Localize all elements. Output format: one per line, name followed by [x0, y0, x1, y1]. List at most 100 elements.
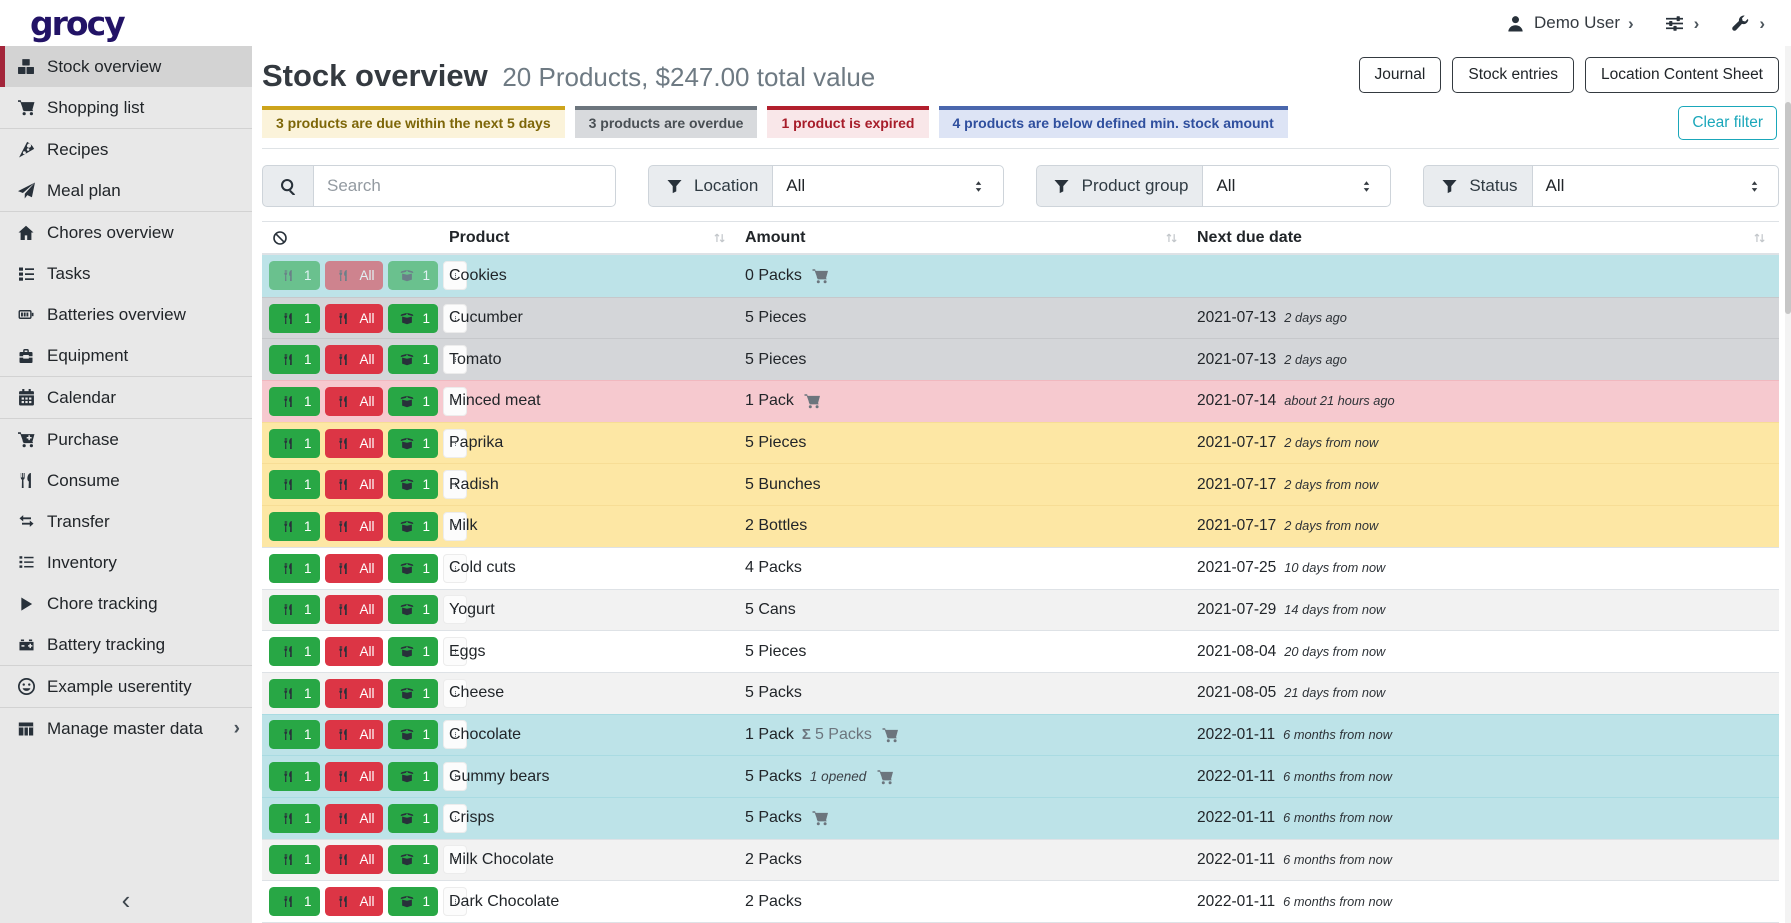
scrollbar[interactable]	[1785, 46, 1791, 923]
row-menu-button[interactable]	[443, 595, 468, 625]
consume-one-button[interactable]: 1	[269, 678, 320, 708]
row-menu-button[interactable]	[443, 803, 468, 833]
consume-one-button[interactable]: 1	[269, 595, 320, 625]
sidebar-item-example-userentity[interactable]: Example userentity	[0, 666, 252, 707]
column-header-next-due-date[interactable]: Next due date	[1197, 229, 1773, 247]
filter-select-status[interactable]: All	[1531, 165, 1780, 207]
row-menu-button[interactable]	[443, 887, 468, 917]
consume-all-button[interactable]: All	[324, 845, 383, 875]
settings-menu[interactable]: ›	[1664, 15, 1699, 32]
row-menu-button[interactable]	[443, 386, 468, 416]
consume-all-button[interactable]: All	[324, 595, 383, 625]
sidebar-item-batteries-overview[interactable]: Batteries overview	[0, 294, 252, 335]
consume-one-button[interactable]: 1	[269, 303, 320, 333]
open-one-button[interactable]: 1	[387, 261, 439, 291]
row-menu-button[interactable]	[443, 762, 468, 792]
open-one-button[interactable]: 1	[387, 678, 439, 708]
sidebar-item-tasks[interactable]: Tasks	[0, 253, 252, 294]
sort-icon[interactable]	[1161, 231, 1183, 245]
row-menu-button[interactable]	[443, 428, 468, 458]
open-one-button[interactable]: 1	[387, 887, 439, 917]
open-one-button[interactable]: 1	[387, 803, 439, 833]
consume-one-button[interactable]: 1	[269, 428, 320, 458]
status-banner-warning[interactable]: 3 products are due within the next 5 day…	[262, 106, 565, 138]
consume-one-button[interactable]: 1	[269, 887, 320, 917]
row-menu-button[interactable]	[443, 720, 468, 750]
column-visibility-header[interactable]	[269, 230, 449, 246]
sidebar-item-recipes[interactable]: Recipes	[0, 129, 252, 170]
sidebar-item-equipment[interactable]: Equipment	[0, 335, 252, 376]
row-menu-button[interactable]	[443, 470, 468, 500]
filter-select-product-group[interactable]: All	[1202, 165, 1392, 207]
sidebar-item-calendar[interactable]: Calendar	[0, 377, 252, 418]
sidebar-item-manage-master-data[interactable]: Manage master data ›	[0, 708, 252, 749]
open-one-button[interactable]: 1	[387, 845, 439, 875]
row-menu-button[interactable]	[443, 345, 468, 375]
sidebar-item-consume[interactable]: Consume	[0, 460, 252, 501]
sidebar-item-chores-overview[interactable]: Chores overview	[0, 212, 252, 253]
consume-all-button[interactable]: All	[324, 803, 383, 833]
row-menu-button[interactable]	[443, 637, 468, 667]
user-menu[interactable]: Demo User ›	[1504, 13, 1634, 33]
row-menu-button[interactable]	[443, 511, 468, 541]
row-menu-button[interactable]	[443, 303, 468, 333]
open-one-button[interactable]: 1	[387, 303, 439, 333]
sidebar-item-chore-tracking[interactable]: Chore tracking	[0, 583, 252, 624]
sort-icon[interactable]	[1749, 231, 1771, 245]
consume-one-button[interactable]: 1	[269, 553, 320, 583]
consume-one-button[interactable]: 1	[269, 762, 320, 792]
consume-all-button[interactable]: All	[324, 678, 383, 708]
tools-menu[interactable]: ›	[1729, 15, 1765, 32]
sidebar-item-purchase[interactable]: Purchase	[0, 419, 252, 460]
open-one-button[interactable]: 1	[387, 762, 439, 792]
sidebar-item-transfer[interactable]: Transfer	[0, 501, 252, 542]
consume-one-button[interactable]: 1	[269, 803, 320, 833]
column-header-amount[interactable]: Amount	[745, 229, 1197, 247]
consume-one-button[interactable]: 1	[269, 345, 320, 375]
open-one-button[interactable]: 1	[387, 345, 439, 375]
open-one-button[interactable]: 1	[387, 637, 439, 667]
consume-one-button[interactable]: 1	[269, 637, 320, 667]
consume-one-button[interactable]: 1	[269, 845, 320, 875]
consume-all-button[interactable]: All	[324, 261, 383, 291]
status-banner-danger[interactable]: 1 product is expired	[767, 106, 929, 138]
consume-all-button[interactable]: All	[324, 511, 383, 541]
consume-one-button[interactable]: 1	[269, 511, 320, 541]
consume-all-button[interactable]: All	[324, 762, 383, 792]
consume-all-button[interactable]: All	[324, 470, 383, 500]
consume-all-button[interactable]: All	[324, 637, 383, 667]
consume-one-button[interactable]: 1	[269, 386, 320, 416]
sidebar-item-meal-plan[interactable]: Meal plan	[0, 170, 252, 211]
status-banner-secondary[interactable]: 3 products are overdue	[574, 106, 758, 138]
sidebar-item-inventory[interactable]: Inventory	[0, 542, 252, 583]
consume-all-button[interactable]: All	[324, 345, 383, 375]
sidebar-item-shopping-list[interactable]: Shopping list	[0, 87, 252, 128]
sidebar-collapse-toggle[interactable]: ‹	[121, 885, 131, 915]
open-one-button[interactable]: 1	[387, 553, 439, 583]
row-menu-button[interactable]	[443, 553, 468, 583]
scrollbar-thumb[interactable]	[1785, 102, 1791, 314]
clear-filter-button[interactable]: Clear filter	[1678, 106, 1777, 140]
stock-entries-button[interactable]: Stock entries	[1452, 57, 1574, 93]
row-menu-button[interactable]	[443, 261, 468, 291]
consume-all-button[interactable]: All	[324, 887, 383, 917]
consume-one-button[interactable]: 1	[269, 261, 320, 291]
journal-button[interactable]: Journal	[1358, 57, 1442, 93]
column-header-product[interactable]: Product	[449, 229, 745, 247]
search-input[interactable]	[313, 165, 616, 207]
open-one-button[interactable]: 1	[387, 428, 439, 458]
open-one-button[interactable]: 1	[387, 511, 439, 541]
consume-all-button[interactable]: All	[324, 303, 383, 333]
status-banner-primary[interactable]: 4 products are below defined min. stock …	[938, 106, 1288, 138]
consume-all-button[interactable]: All	[324, 386, 383, 416]
row-menu-button[interactable]	[443, 845, 468, 875]
open-one-button[interactable]: 1	[387, 470, 439, 500]
consume-all-button[interactable]: All	[324, 553, 383, 583]
location-content-sheet-button[interactable]: Location Content Sheet	[1584, 57, 1779, 93]
sidebar-item-stock-overview[interactable]: Stock overview	[0, 46, 252, 87]
sidebar-item-battery-tracking[interactable]: Battery tracking	[0, 624, 252, 665]
consume-all-button[interactable]: All	[324, 720, 383, 750]
open-one-button[interactable]: 1	[387, 595, 439, 625]
filter-select-location[interactable]: All	[772, 165, 1004, 207]
open-one-button[interactable]: 1	[387, 720, 439, 750]
